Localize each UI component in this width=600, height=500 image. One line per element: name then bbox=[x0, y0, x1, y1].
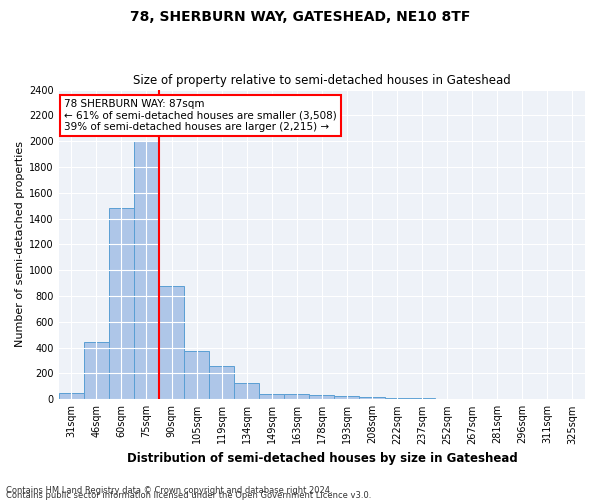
Y-axis label: Number of semi-detached properties: Number of semi-detached properties bbox=[15, 142, 25, 348]
Bar bbox=[434, 398, 460, 400]
Text: Contains public sector information licensed under the Open Government Licence v3: Contains public sector information licen… bbox=[6, 491, 371, 500]
Bar bbox=[159, 286, 184, 400]
Bar bbox=[234, 382, 259, 400]
Bar bbox=[109, 208, 134, 400]
Bar bbox=[134, 140, 159, 400]
Bar bbox=[410, 398, 434, 400]
Bar bbox=[209, 366, 234, 400]
Bar bbox=[284, 394, 310, 400]
Bar bbox=[334, 396, 359, 400]
Bar bbox=[259, 394, 284, 400]
Bar bbox=[385, 398, 410, 400]
Bar bbox=[460, 398, 485, 400]
Text: 78 SHERBURN WAY: 87sqm
← 61% of semi-detached houses are smaller (3,508)
39% of : 78 SHERBURN WAY: 87sqm ← 61% of semi-det… bbox=[64, 99, 337, 132]
Text: Contains HM Land Registry data © Crown copyright and database right 2024.: Contains HM Land Registry data © Crown c… bbox=[6, 486, 332, 495]
Title: Size of property relative to semi-detached houses in Gateshead: Size of property relative to semi-detach… bbox=[133, 74, 511, 87]
Bar bbox=[359, 396, 385, 400]
Bar bbox=[84, 342, 109, 400]
Bar bbox=[184, 351, 209, 400]
X-axis label: Distribution of semi-detached houses by size in Gateshead: Distribution of semi-detached houses by … bbox=[127, 452, 517, 465]
Bar bbox=[59, 394, 84, 400]
Text: 78, SHERBURN WAY, GATESHEAD, NE10 8TF: 78, SHERBURN WAY, GATESHEAD, NE10 8TF bbox=[130, 10, 470, 24]
Bar bbox=[310, 396, 334, 400]
